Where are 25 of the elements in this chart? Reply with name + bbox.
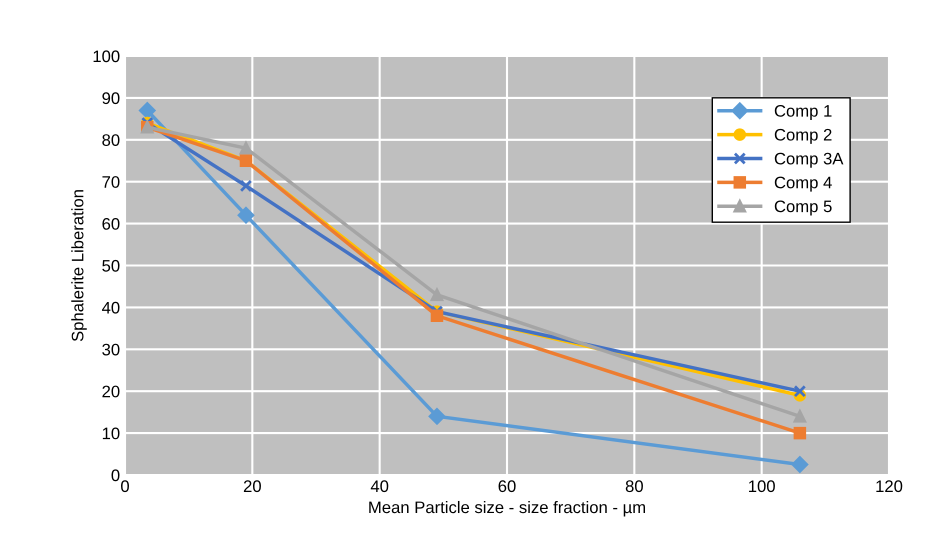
x-tick-label: 20 [244, 480, 261, 492]
y-tick-label: 10 [102, 428, 120, 440]
x-tick-label: 60 [498, 480, 516, 492]
x-tick-label: 0 [121, 480, 129, 492]
y-tick-label: 0 [112, 469, 120, 482]
y-tick-label: 100 [94, 50, 120, 62]
y-tick-label: 40 [102, 302, 120, 314]
y-tick-label: 20 [102, 386, 120, 398]
y-tick-label: 90 [102, 92, 120, 104]
x-tick-label: 40 [370, 480, 388, 492]
legend-label: Comp 4 [774, 176, 832, 192]
legend-label: Comp 1 [774, 104, 832, 120]
legend-label: Comp 3A [774, 152, 844, 168]
y-tick-label: 30 [102, 344, 120, 356]
y-tick-label: 60 [102, 218, 120, 230]
y-tick-label: 80 [102, 134, 120, 146]
y-tick-label: 70 [102, 176, 120, 188]
x-tick-label: 100 [749, 480, 775, 492]
legend-label: Comp 5 [774, 200, 832, 216]
legend-label: Comp 2 [774, 128, 832, 144]
x-axis-title: Mean Particle size - size fraction - µm [369, 500, 646, 516]
x-tick-label: 120 [876, 480, 902, 492]
y-axis-title: Sphalerite Liberation [71, 190, 87, 342]
y-tick-label: 50 [102, 260, 120, 272]
x-tick-label: 80 [626, 480, 643, 492]
